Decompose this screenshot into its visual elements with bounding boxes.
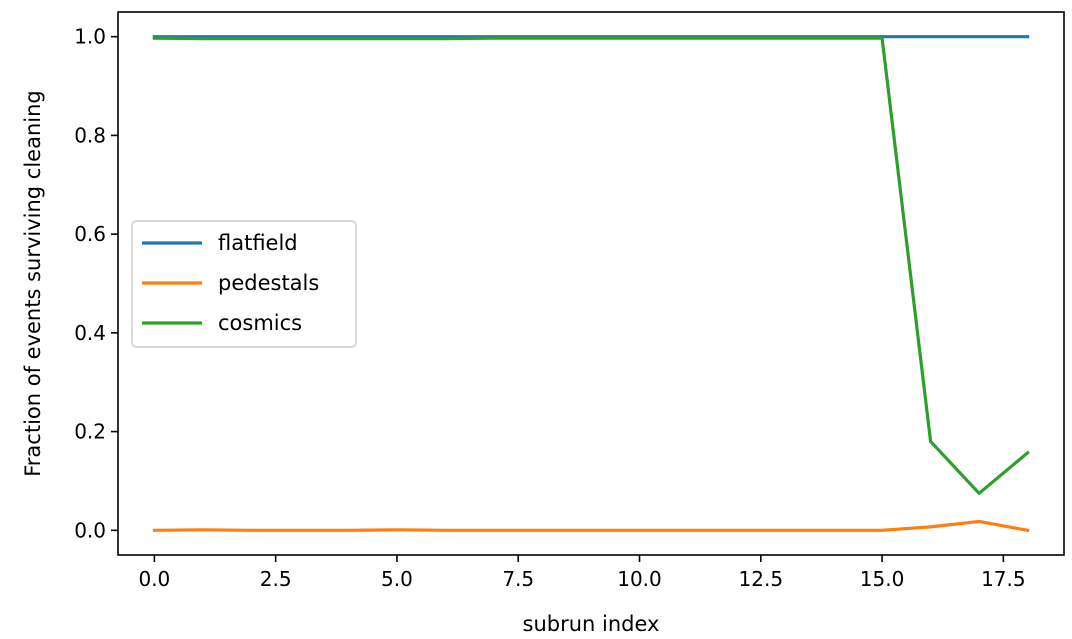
x-tick-label: 7.5 xyxy=(502,567,534,591)
y-tick-label: 0.0 xyxy=(74,518,106,542)
y-tick-label: 0.8 xyxy=(74,123,106,147)
legend-label-cosmics: cosmics xyxy=(218,311,302,335)
legend: flatfield pedestals cosmics xyxy=(131,220,357,348)
y-tick-label: 1.0 xyxy=(74,25,106,49)
series-line-cosmics xyxy=(152,36,1030,495)
plot-frame xyxy=(117,11,1065,556)
y-tick-label: 0.4 xyxy=(74,321,106,345)
y-axis-label: Fraction of events surviving cleaning xyxy=(21,90,45,477)
x-axis-ticks: 0.0 2.5 5.0 7.5 10.0 12.5 15.0 17.5 xyxy=(138,555,1026,591)
y-axis-ticks: 0.0 0.2 0.4 0.6 0.8 1.0 xyxy=(74,25,118,542)
legend-label-pedestals: pedestals xyxy=(218,271,319,295)
legend-label-flatfield: flatfield xyxy=(218,231,298,255)
x-tick-label: 5.0 xyxy=(381,567,413,591)
x-tick-label: 0.0 xyxy=(138,567,170,591)
x-tick-label: 17.5 xyxy=(981,567,1026,591)
series-layer xyxy=(152,35,1030,533)
series-line-pedestals xyxy=(152,519,1030,533)
x-axis-label: subrun index xyxy=(523,612,660,636)
y-tick-label: 0.6 xyxy=(74,222,106,246)
x-tick-label: 2.5 xyxy=(260,567,292,591)
y-tick-label: 0.2 xyxy=(74,420,106,444)
x-tick-label: 15.0 xyxy=(860,567,905,591)
x-tick-label: 12.5 xyxy=(739,567,784,591)
x-tick-label: 10.0 xyxy=(617,567,662,591)
legend-box xyxy=(131,220,357,348)
